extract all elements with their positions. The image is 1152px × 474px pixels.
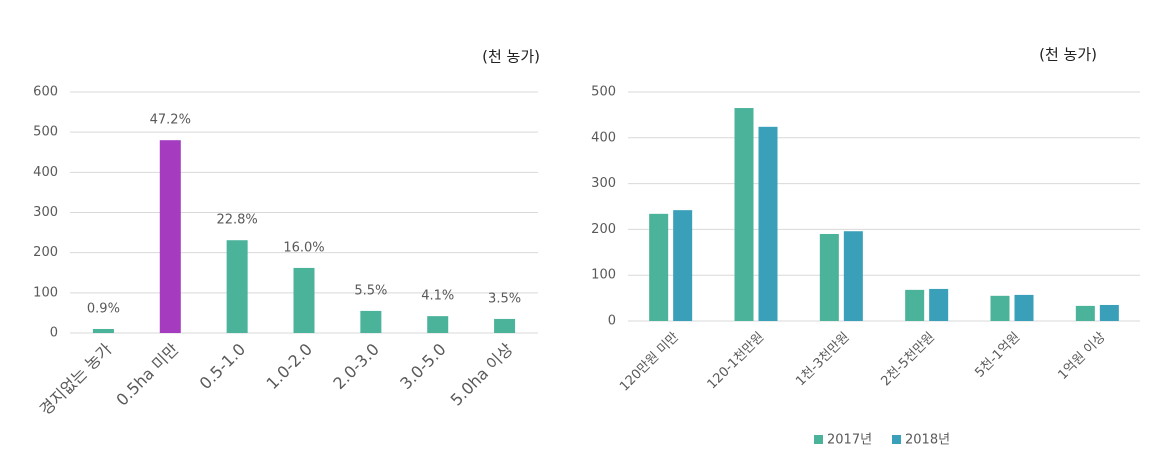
bar: [293, 267, 315, 333]
y-tick-label: 400: [33, 165, 58, 180]
data-label: 5.5%: [354, 283, 387, 298]
x-tick-label: 3.0-5.0: [396, 340, 450, 394]
y-tick-label: 500: [591, 85, 616, 100]
x-tick-label: 5천-1억원: [972, 330, 1023, 381]
data-label: 4.1%: [421, 289, 454, 304]
x-tick-label: 2.0-3.0: [329, 340, 383, 394]
y-tick-label: 200: [591, 222, 616, 237]
y-tick-label: 600: [33, 85, 58, 100]
bar: [843, 231, 863, 321]
bar: [1099, 304, 1119, 321]
bar: [990, 295, 1010, 321]
x-tick-label: 1억원 이상: [1055, 330, 1108, 383]
bar: [673, 210, 693, 321]
y-tick-label: 100: [33, 285, 58, 300]
x-tick-label: 120만원 미만: [617, 330, 682, 395]
bar: [758, 126, 778, 321]
bar: [360, 310, 382, 333]
x-tick-label: 0.5-1.0: [196, 340, 250, 394]
y-tick-label: 200: [33, 245, 58, 260]
x-tick-label: 경지없는 농가: [36, 339, 116, 419]
bar: [494, 318, 516, 333]
y-tick-label: 100: [591, 268, 616, 283]
bar: [649, 213, 669, 321]
data-label: 16.0%: [283, 240, 324, 255]
legend-swatch: [814, 435, 823, 444]
bar: [159, 140, 181, 333]
y-tick-label: 300: [591, 176, 616, 191]
x-tick-label: 2천-5천만원: [879, 330, 938, 389]
bar: [226, 240, 248, 333]
bar: [819, 233, 839, 321]
y-tick-label: 400: [591, 130, 616, 145]
bar: [92, 328, 114, 333]
x-tick-label: 1천-3천만원: [793, 330, 852, 389]
bar: [427, 316, 449, 333]
y-tick-label: 300: [33, 205, 58, 220]
unit-label: (천 농가): [1039, 46, 1097, 64]
legend-label: 2018년: [905, 433, 950, 448]
bar: [905, 289, 925, 321]
bar: [1075, 305, 1095, 321]
bar: [734, 108, 754, 321]
x-tick-label: 0.5ha 미만: [112, 339, 182, 409]
y-tick-label: 0: [608, 314, 616, 329]
data-label: 3.5%: [488, 291, 521, 306]
x-tick-label: 120-1천만원: [705, 330, 768, 393]
legend-swatch: [892, 435, 901, 444]
y-tick-label: 0: [50, 326, 58, 341]
bar: [929, 288, 949, 321]
bar: [1014, 294, 1034, 321]
data-label: 22.8%: [216, 213, 257, 228]
x-tick-label: 5.0ha 이상: [447, 339, 517, 409]
y-tick-label: 500: [33, 125, 58, 140]
data-label: 47.2%: [150, 113, 191, 128]
x-tick-label: 1.0-2.0: [263, 340, 317, 394]
data-label: 0.9%: [87, 301, 120, 316]
unit-label: (천 농가): [482, 48, 540, 66]
legend-label: 2017년: [827, 433, 872, 448]
